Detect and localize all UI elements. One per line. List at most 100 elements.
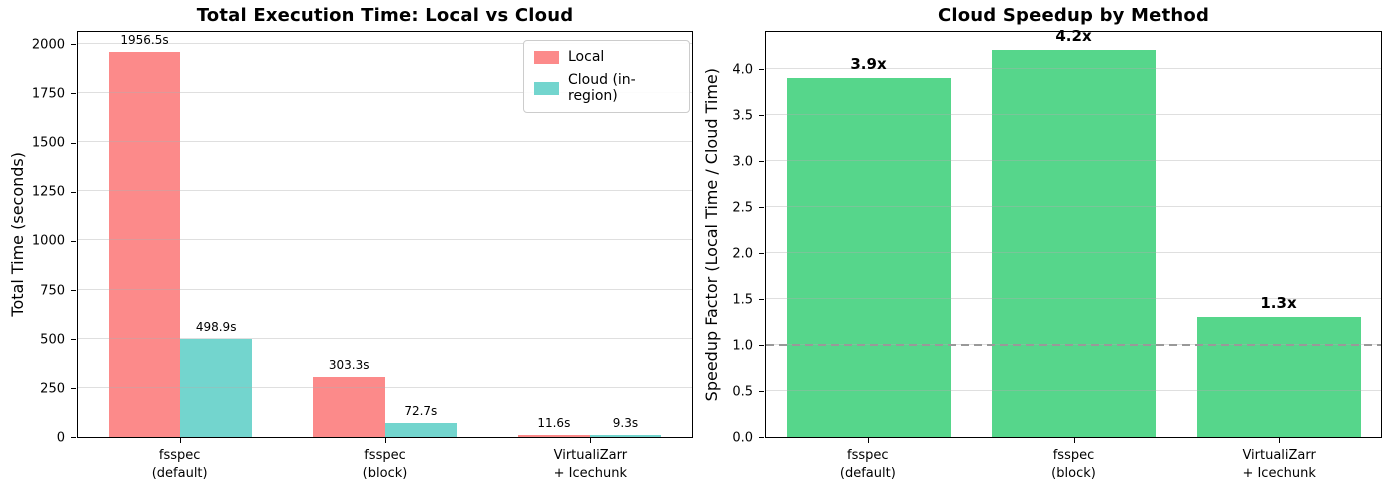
x-tick-mark [590,438,592,443]
gridline [766,159,1381,161]
y-axis: 0.0 0.5 1.0 1.5 2.0 2.5 3.0 3.5 4.0 [689,31,764,446]
y-tick-mark [759,69,764,71]
bar-value-label: 9.3s [612,416,639,431]
gridline [766,297,1381,299]
y-tick-label: 0 [56,430,65,446]
y-tick-label: 1750 [31,86,65,102]
bar-value-label: 3.9x [850,55,887,74]
x-tick-label: VirtualiZarr + Icechunk [1242,448,1316,481]
x-tick-mark [179,438,181,443]
legend-entry-cloud: Cloud (in-region) [534,72,679,104]
gridline [766,343,1381,345]
bar [385,422,457,437]
legend-swatch-cloud [534,81,559,95]
y-tick-mark [71,93,76,95]
bar-value-label: 11.6s [537,415,571,430]
bar-value-label: 1956.5s [120,33,169,48]
y-tick-label: 2000 [31,37,65,53]
y-tick-label: 750 [40,283,65,299]
gridline [78,386,692,388]
x-tick-mark [385,438,386,443]
y-tick-label: 2.5 [732,200,753,216]
bar [991,50,1156,437]
x-tick-mark [1279,438,1281,443]
bar [589,435,662,437]
plot-area: 3.9x 4.2x 1.3x [765,27,1382,438]
y-tick-mark [71,142,76,144]
y-tick-label: 3.5 [732,108,753,124]
y-tick-mark [71,437,76,438]
x-tick-label: VirtualiZarr + Icechunk [553,448,628,481]
y-tick-mark [759,207,764,209]
y-tick-mark [759,391,764,393]
legend-entry-local: Local [534,49,679,65]
legend-swatch-local [534,50,559,64]
y-tick-label: 1.0 [732,338,753,354]
gridline [78,288,692,290]
y-tick-label: 500 [40,332,65,348]
y-tick-label: 1000 [31,233,65,249]
y-tick-mark [71,339,76,341]
gridline [766,113,1381,115]
x-tick-mark [867,438,869,443]
y-tick-mark [71,388,76,390]
bar [313,377,385,437]
x-tick-label: fsspec (default) [151,448,208,481]
chart-title: Cloud Speedup by Method [937,5,1210,26]
legend: Local Cloud (in-region) [523,40,690,113]
y-tick-mark [759,253,764,255]
bar [786,78,951,437]
bar [518,434,590,437]
y-tick-label: 250 [40,381,65,397]
x-tick-label: fsspec (block) [1051,448,1096,481]
gridline [78,141,692,143]
bar [1196,317,1361,437]
y-tick-mark [759,115,764,117]
y-tick-label: 0.5 [732,384,753,400]
gridline [766,205,1381,207]
y-tick-label: 1.5 [732,292,753,308]
y-tick-mark [71,240,76,242]
y-tick-label: 2.0 [732,246,753,262]
bar [108,52,181,437]
y-tick-mark [759,299,764,301]
gridline [766,251,1381,253]
y-tick-label: 0.0 [732,430,753,446]
bar [180,338,252,437]
y-tick-mark [71,290,76,292]
y-tick-mark [759,161,764,163]
bar-value-label: 4.2x [1055,27,1092,46]
y-tick-label: 1500 [31,135,65,151]
legend-label-cloud: Cloud (in-region) [568,72,636,104]
y-tick-mark [759,437,764,438]
bar-value-label: 498.9s [195,319,237,334]
plot-area: 1956.5s 498.9s 303.3s 72.7s 11.6s 9.3s [77,31,693,438]
y-axis: 0 250 500 750 1000 1250 1500 1750 2000 [1,31,76,446]
gridline [78,190,692,192]
y-axis-label: Total Time (seconds) [7,152,27,317]
x-axis: fsspec (default) fsspec (block) VirtualiZa… [765,438,1382,490]
y-tick-mark [71,44,76,46]
x-tick-mark [1073,438,1075,443]
y-tick-label: 1250 [31,184,65,200]
y-tick-mark [71,191,76,193]
bar-value-label: 303.3s [328,358,370,373]
gridline [766,389,1381,391]
x-axis: fsspec (default) fsspec (block) VirtualiZa… [77,438,693,490]
x-tick-label: fsspec (block) [362,448,408,481]
y-tick-mark [759,345,764,347]
gridline [78,239,692,241]
gridline [78,337,692,339]
bar-value-label: 1.3x [1260,294,1297,313]
x-tick-label: fsspec (default) [839,448,896,481]
reference-line [766,343,1381,346]
y-tick-label: 3.0 [732,154,753,170]
y-axis-label: Speedup Factor (Local Time / Cloud Time) [701,67,721,402]
y-tick-label: 4.0 [732,62,753,78]
legend-label-local: Local [568,49,605,65]
chart-title: Total Execution Time: Local vs Cloud [196,5,574,26]
gridline [78,42,692,44]
